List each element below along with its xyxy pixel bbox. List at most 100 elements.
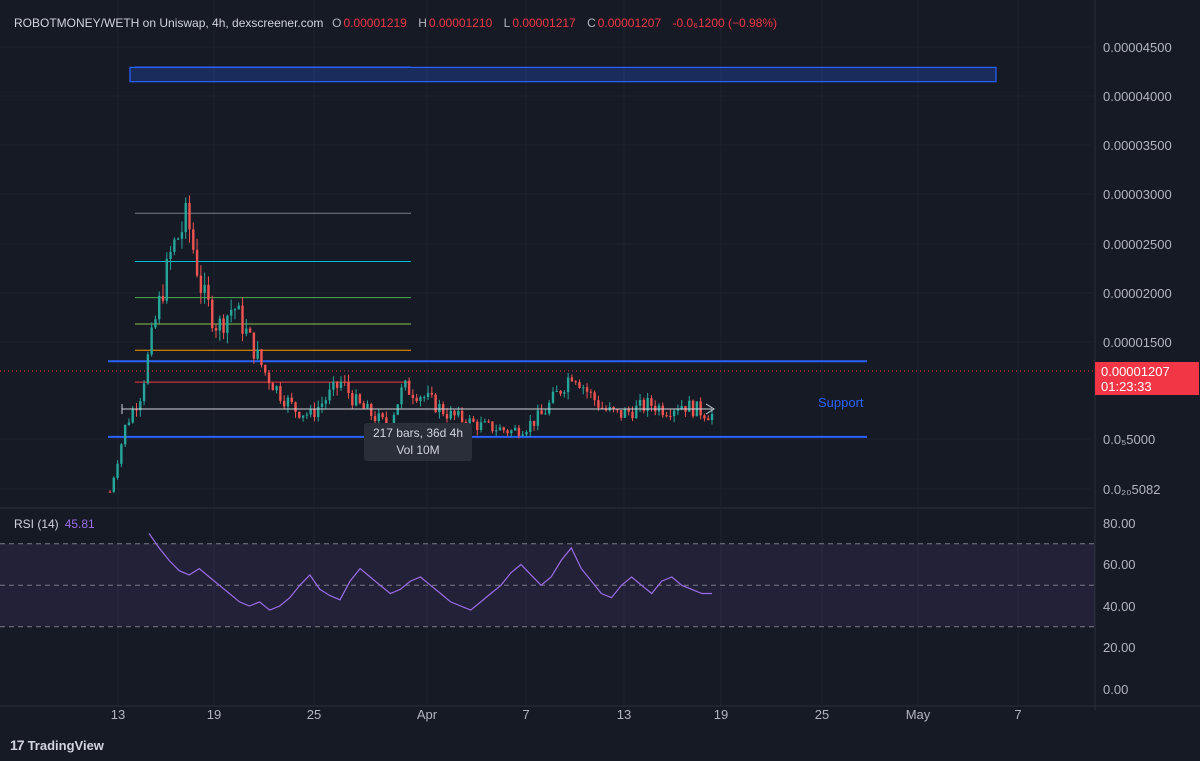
candle-body	[672, 410, 676, 417]
candle-body	[404, 380, 407, 388]
candle-body	[362, 403, 365, 409]
candle-body	[540, 410, 543, 415]
candle-body	[237, 305, 240, 310]
candle-body	[517, 427, 521, 436]
candle-body	[248, 328, 252, 333]
candle-body	[309, 408, 312, 415]
rsi-value: 45.81	[64, 517, 95, 531]
candle-body	[127, 422, 131, 425]
candle-body	[385, 417, 388, 427]
candle-body	[616, 409, 619, 411]
candle-body	[476, 421, 479, 431]
candle-body	[419, 397, 422, 402]
candle-body	[502, 427, 505, 431]
y-tick-label: 0.00003500	[1103, 138, 1172, 153]
y-tick-label: 0.0₂₀5082	[1103, 482, 1160, 497]
y-tick-label: 0.00003000	[1103, 187, 1172, 202]
rsi-tick-label: 20.00	[1103, 640, 1136, 655]
candle-body	[173, 239, 176, 252]
candle-body	[252, 332, 256, 359]
candle-body	[351, 393, 354, 406]
candle-body	[415, 397, 418, 402]
candle-body	[245, 328, 248, 334]
candle-body	[226, 315, 229, 333]
range-tooltip: 217 bars, 36d 4h Vol 10M	[364, 423, 472, 461]
symbol-header: ROBOTMONEY/WETH on Uniswap, 4h, dexscree…	[14, 16, 785, 30]
candle-body	[332, 381, 335, 390]
candle-body	[487, 421, 490, 423]
candle-body	[494, 430, 498, 432]
candle-body	[188, 202, 191, 230]
tradingview-logo-icon: 17	[10, 737, 25, 753]
candle-body	[574, 381, 577, 383]
y-tick-label: 0.00004500	[1103, 40, 1172, 55]
candle-body	[434, 394, 437, 413]
candle-body	[619, 410, 623, 418]
candle-body	[544, 413, 547, 415]
candle-body	[381, 413, 384, 418]
candle-body	[343, 381, 346, 383]
last-price-value: 0.00001207	[1101, 364, 1170, 379]
candle-body	[192, 229, 195, 250]
candle-body	[150, 327, 153, 355]
x-tick-label: 19	[714, 707, 728, 722]
candle-body	[142, 383, 146, 402]
rsi-tick-label: 0.00	[1103, 682, 1128, 697]
candle-body	[116, 463, 119, 478]
candle-body	[123, 424, 127, 445]
candle-body	[146, 354, 150, 384]
candle-body	[646, 398, 649, 411]
candle-body	[623, 409, 627, 418]
candle-body	[335, 381, 339, 388]
tooltip-bars: 217 bars, 36d 4h	[372, 426, 464, 440]
x-tick-label: 25	[815, 707, 829, 722]
candle-body	[154, 319, 157, 328]
candle-body	[498, 427, 502, 431]
candle-body	[536, 410, 540, 426]
candle-body	[631, 411, 634, 419]
y-tick-label: 0.00004000	[1103, 89, 1172, 104]
candle-body	[491, 421, 494, 432]
open-label: O	[332, 16, 342, 30]
candle-body	[665, 415, 668, 417]
candle-body	[570, 377, 574, 382]
candle-body	[680, 405, 683, 410]
range-arrow-head	[705, 403, 715, 415]
candle-body	[691, 400, 695, 417]
candle-body	[301, 415, 305, 418]
candle-body	[180, 232, 184, 239]
support-label: Support	[818, 395, 864, 410]
candle-body	[650, 398, 653, 406]
y-tick-label: 0.00002500	[1103, 237, 1172, 252]
candle-body	[710, 413, 714, 421]
candle-body	[260, 349, 263, 366]
candle-body	[449, 410, 452, 419]
candle-body	[305, 414, 309, 416]
candle-body	[585, 387, 589, 392]
candle-body	[699, 401, 702, 416]
candle-body	[392, 414, 396, 427]
candle-body	[339, 381, 343, 388]
candle-body	[669, 415, 672, 417]
candle-body	[423, 397, 426, 399]
candle-body	[457, 410, 460, 416]
candle-body	[195, 249, 199, 276]
candle-body	[578, 382, 581, 388]
rsi-legend: RSI (14) 45.81	[14, 517, 95, 531]
candle-body	[445, 414, 449, 419]
close-value: 0.00001207	[597, 16, 662, 30]
candle-body	[676, 409, 680, 411]
candle-body	[264, 365, 267, 373]
candle-body	[161, 295, 165, 301]
last-price-tag: 0.00001207 01:23:33	[1095, 362, 1199, 395]
candle-body	[370, 403, 373, 416]
candle-body	[347, 381, 350, 394]
candle-body	[112, 477, 115, 492]
candle-body	[366, 403, 369, 409]
candle-body	[131, 409, 134, 423]
candle-body	[582, 387, 585, 389]
y-tick-label: 0.00002000	[1103, 286, 1172, 301]
tradingview-brand[interactable]: 17 TradingView	[10, 737, 104, 753]
candle-body	[555, 390, 558, 392]
